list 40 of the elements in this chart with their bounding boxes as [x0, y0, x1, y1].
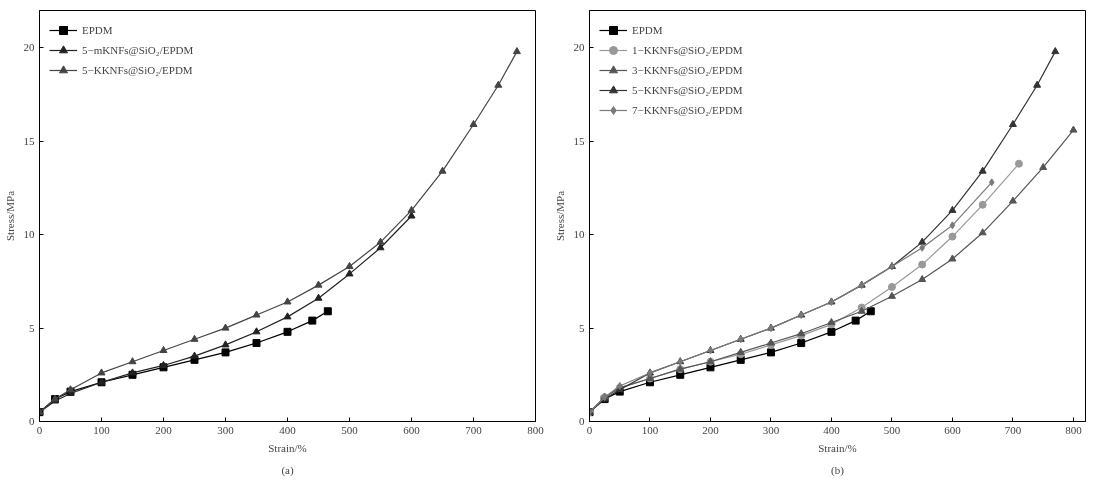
- legend-label: 7−KKNFs@SiO₂/EPDM: [632, 104, 743, 116]
- x-tick-label: 400: [823, 423, 841, 436]
- legend-label: 5−mKNFs@SiO₂/EPDM: [82, 44, 194, 56]
- x-tick-label: 200: [155, 423, 173, 436]
- x-tick-label: 500: [341, 423, 359, 436]
- x-tick-label: 100: [641, 423, 659, 436]
- x-tick-label: 600: [944, 423, 962, 436]
- y-axis-title: Stress/MPa: [553, 190, 566, 242]
- y-tick-label: 20: [23, 41, 35, 54]
- x-tick-label: 500: [883, 423, 901, 436]
- x-axis-title: Strain/%: [268, 441, 307, 454]
- y-tick-label: 15: [573, 134, 585, 147]
- x-tick-label: 700: [465, 423, 483, 436]
- y-axis-title: Stress/MPa: [3, 190, 16, 242]
- y-tick-label: 0: [29, 415, 35, 427]
- x-tick-label: 100: [93, 423, 111, 436]
- legend-label: 5−KKNFs@SiO₂/EPDM: [82, 64, 193, 76]
- x-tick-label: 700: [1004, 423, 1022, 436]
- x-tick-label: 600: [403, 423, 421, 436]
- x-tick-label: 800: [1065, 423, 1083, 436]
- y-tick-label: 15: [23, 134, 35, 147]
- x-tick-label: 300: [217, 423, 235, 436]
- x-tick-label: 800: [527, 423, 545, 436]
- y-tick-label: 5: [579, 321, 585, 334]
- x-tick-label: 400: [279, 423, 297, 436]
- legend-label: EPDM: [632, 24, 663, 36]
- x-axis-title: Strain/%: [818, 441, 857, 454]
- y-tick-label: 20: [573, 41, 585, 54]
- y-tick-label: 10: [573, 228, 585, 241]
- x-tick-label: 200: [702, 423, 720, 436]
- y-tick-label: 10: [23, 228, 35, 241]
- text: (a): [281, 463, 294, 477]
- text: (b): [831, 463, 845, 477]
- y-tick-label: 0: [579, 415, 585, 427]
- legend-label: 1−KKNFs@SiO₂/EPDM: [632, 44, 743, 56]
- legend-label: 3−KKNFs@SiO₂/EPDM: [632, 64, 743, 76]
- x-tick-label: 300: [762, 423, 780, 436]
- y-tick-label: 5: [29, 321, 35, 334]
- legend-label: EPDM: [82, 24, 113, 36]
- legend-label: 5−KKNFs@SiO₂/EPDM: [632, 84, 743, 96]
